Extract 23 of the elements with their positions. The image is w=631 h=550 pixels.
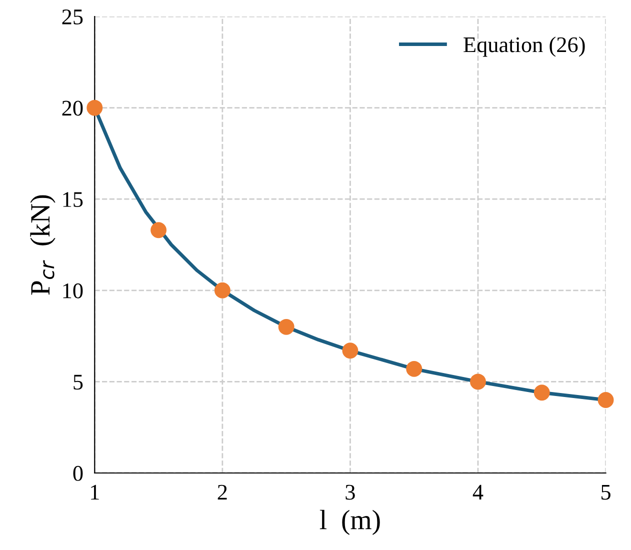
- point: [278, 318, 294, 335]
- point: [598, 392, 614, 408]
- point: [406, 360, 422, 377]
- y-axis-title: P$_{cr}$ (kN): [30, 195, 56, 295]
- y-tick-label: 10: [63, 283, 83, 298]
- x-tick-label: 4: [472, 484, 484, 500]
- x-tick-label: 1: [91, 484, 99, 500]
- x-tick-label: 2: [218, 484, 227, 500]
- y-tick-label: 25: [62, 9, 83, 24]
- x-tick-label: 3: [346, 484, 355, 500]
- legend-label: Equation (26): [464, 36, 585, 57]
- y-tick-label: 20: [62, 100, 83, 116]
- point: [342, 342, 358, 359]
- x-tick-label: 5: [601, 484, 610, 500]
- point: [86, 100, 103, 116]
- point: [534, 384, 550, 401]
- y-tick-label: 5: [74, 374, 83, 390]
- point: [150, 222, 167, 238]
- y-tick-label: 15: [63, 192, 83, 208]
- point: [470, 374, 486, 390]
- y-tick-label: 0: [73, 466, 83, 481]
- x-axis-title: l (m): [320, 510, 380, 536]
- point: [214, 282, 230, 298]
